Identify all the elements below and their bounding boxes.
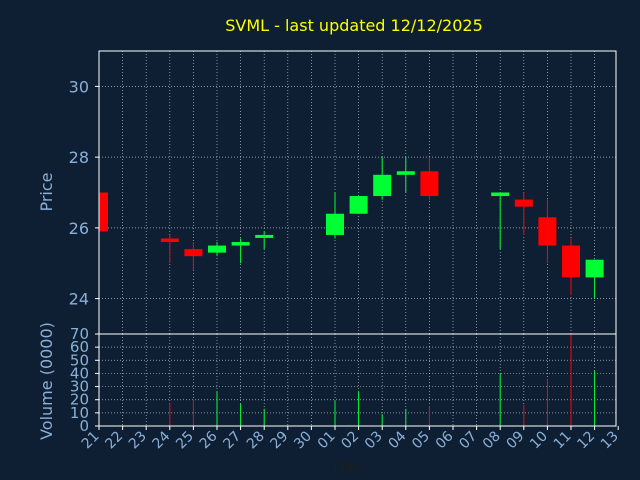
candle-body <box>349 196 368 214</box>
candle-body <box>396 171 415 175</box>
candle-body <box>373 174 392 197</box>
candle-body <box>585 259 604 278</box>
volume-y-tick-label: 0 <box>79 417 89 435</box>
volume-frame <box>98 333 617 427</box>
volume-bars <box>169 334 596 426</box>
price-y-tick-label: 30 <box>69 77 89 96</box>
candle-body <box>160 238 179 243</box>
candle-body <box>420 171 439 197</box>
candle-body <box>231 242 250 246</box>
candle-body <box>538 217 557 246</box>
x-axis-label: Day <box>333 458 363 476</box>
y-axis-label-price: Price <box>37 172 56 211</box>
price-panel: 24 26 28 30 <box>69 50 617 335</box>
volume-y-tick-label: 70 <box>70 325 89 343</box>
candle-body <box>562 245 580 278</box>
volume-y-tick-label: 50 <box>70 351 89 369</box>
volume-y-tick-label: 30 <box>70 378 89 396</box>
price-y-tick-label: 24 <box>69 290 89 309</box>
candle-body <box>514 199 533 207</box>
chart-title: SVML - last updated 12/12/2025 <box>225 16 483 35</box>
x-axis-ticks: 21 22 23 24 25 26 27 28 29 30 01 02 03 04 05 06 07 08 09 10… <box>79 426 622 452</box>
price-y-tick-label: 26 <box>69 219 89 238</box>
candle-body <box>491 192 510 197</box>
volume-y-tick-label: 60 <box>70 338 89 356</box>
candle-body <box>255 234 274 238</box>
volume-y-tick-label: 10 <box>70 404 89 422</box>
candle-body <box>326 213 344 235</box>
price-y-tick-label: 28 <box>69 148 89 167</box>
volume-y-tick-label: 20 <box>70 391 89 409</box>
price-y-axis: 24 26 28 30 <box>69 77 99 309</box>
candle-body <box>99 192 108 232</box>
candles <box>99 157 604 299</box>
candle-body <box>184 249 203 257</box>
volume-y-tick-label: 40 <box>70 364 89 382</box>
y-axis-label-volume: Volume (0000) <box>37 322 56 440</box>
candle-body <box>208 245 226 253</box>
